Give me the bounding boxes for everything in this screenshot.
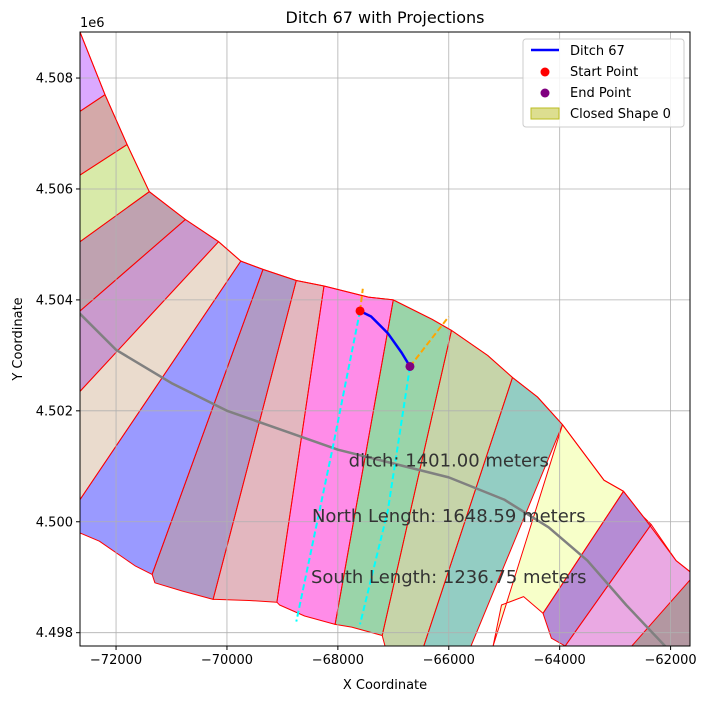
- start-point-marker: [355, 306, 365, 316]
- y-axis-label: Y Coordinate: [11, 297, 26, 381]
- legend-swatch-start-point: [540, 67, 550, 77]
- ditch-line: [359, 309, 412, 368]
- legend-box: [522, 38, 685, 128]
- legend-label-start-point: Start Point: [570, 65, 638, 80]
- y-offset-label: 1e6: [80, 16, 105, 31]
- x-tick-label-1: −70000: [201, 653, 253, 668]
- x-tick-label-5: −62000: [644, 653, 696, 668]
- x-tick-label-3: −66000: [423, 653, 475, 668]
- x-tick-label-2: −68000: [312, 653, 364, 668]
- annotations-layer: ditch: 1401.00 meters North Length: 1648.…: [311, 450, 587, 587]
- chart-title: Ditch 67 with Projections: [286, 8, 485, 27]
- legend-label-closed-shape: Closed Shape 0: [570, 107, 671, 122]
- x-tick-label-4: −64000: [534, 653, 586, 668]
- field-boundary-line: [80, 32, 690, 573]
- y-tick-label-5: 4.508: [36, 72, 73, 87]
- y-tick-label-1: 4.500: [36, 515, 73, 530]
- y-tick-label-0: 4.498: [36, 626, 73, 641]
- legend-label-end-point: End Point: [570, 86, 631, 101]
- south-length-line: [359, 366, 411, 625]
- y-tick-label-4: 4.506: [36, 182, 73, 197]
- x-tick-label-0: −72000: [90, 653, 142, 668]
- end-projection-line: [409, 315, 450, 368]
- annotation-0: ditch: 1401.00 meters: [349, 450, 549, 471]
- annotation-1: North Length: 1648.59 meters: [312, 506, 586, 527]
- fields-layer: [80, 32, 690, 646]
- road-line: [80, 312, 667, 646]
- annotation-2: South Length: 1236.75 meters: [311, 567, 587, 588]
- plot-area: [80, 32, 690, 646]
- legend: Ditch 67 Start Point End Point Closed Sh…: [522, 38, 685, 128]
- x-axis-label: X Coordinate: [343, 678, 427, 693]
- features-layer: [80, 32, 690, 646]
- end-point-marker: [405, 361, 415, 371]
- north-length-line: [295, 310, 361, 622]
- y-tick-label-2: 4.502: [36, 404, 73, 419]
- legend-swatch-end-point: [540, 88, 550, 98]
- field-polygon-16: [631, 579, 690, 646]
- legend-label-ditch: Ditch 67: [570, 44, 625, 59]
- legend-swatch-closed-shape: [530, 107, 560, 120]
- y-tick-label-3: 4.504: [36, 293, 73, 308]
- ticks-layer: −72000 −70000 −68000 −66000 −64000 −62000 4.49…: [36, 72, 697, 668]
- plot-frame: [79, 31, 691, 647]
